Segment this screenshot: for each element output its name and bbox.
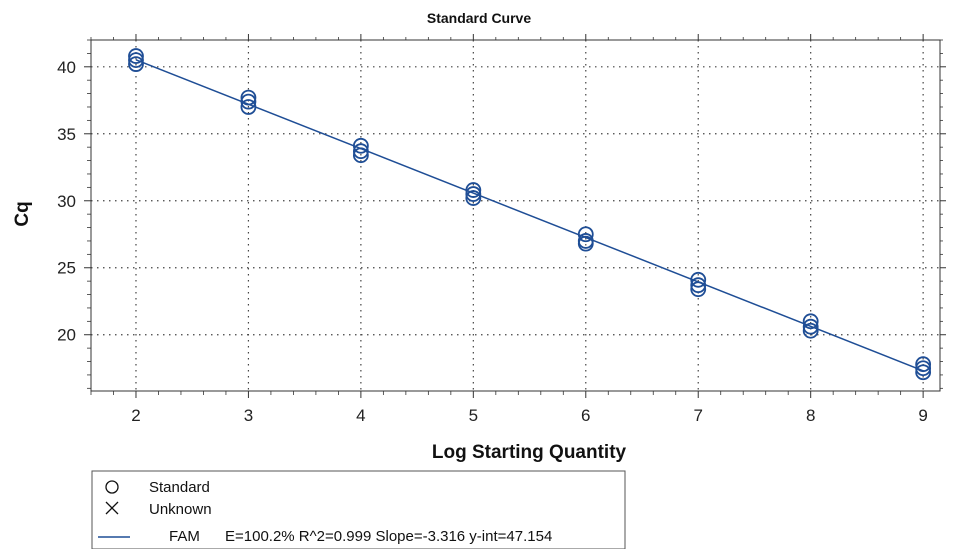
x-axis-title: Log Starting Quantity [432, 442, 627, 463]
x-tick-label: 7 [693, 406, 702, 425]
data-point-standard [690, 271, 707, 288]
x-tick-label: 9 [918, 406, 927, 425]
data-point-standard [465, 186, 482, 202]
x-tick-label: 4 [356, 406, 365, 425]
data-point-standard [352, 143, 369, 160]
fit-layer [135, 59, 924, 372]
data-point-standard [128, 52, 144, 68]
data-point-standard [915, 364, 932, 381]
legend-fam-label: FAM [169, 528, 200, 545]
legend-fam-stats: E=100.2% R^2=0.999 Slope=-3.316 y-int=47… [225, 528, 552, 545]
data-point-standard [352, 137, 369, 154]
legend-standard-label: Standard [149, 479, 210, 496]
plot-frame [90, 39, 941, 392]
data-point-standard [577, 226, 594, 243]
x-tick-label: 8 [806, 406, 815, 425]
data-point-standard [240, 89, 257, 106]
data-point-standard [352, 147, 369, 164]
y-tick-label: 35 [57, 125, 76, 144]
data-point-standard [240, 93, 257, 110]
points-layer [128, 48, 932, 381]
data-point-standard [690, 281, 707, 298]
data-point-standard [802, 318, 819, 335]
data-point-standard [915, 360, 932, 377]
data-point-standard [465, 190, 482, 206]
ticks-layer [84, 34, 946, 398]
y-tick-labels: 20 25 30 35 40 [57, 58, 76, 345]
x-tick-label: 5 [469, 406, 478, 425]
y-tick-label: 25 [57, 259, 76, 278]
fit-line-fam [135, 59, 924, 372]
grid-layer [91, 40, 940, 391]
y-tick-label: 30 [57, 192, 76, 211]
legend-box [91, 470, 626, 549]
legend-unknown-marker [105, 501, 119, 515]
data-point-standard [465, 182, 482, 198]
legend-standard-marker [105, 480, 119, 494]
chart-title: Standard Curve [427, 10, 531, 26]
data-point-standard [577, 235, 594, 252]
data-point-standard [690, 277, 707, 294]
y-axis-title: Cq [12, 201, 33, 226]
data-point-standard [915, 356, 932, 373]
data-point-standard [128, 48, 144, 64]
data-point-standard [240, 99, 257, 115]
y-tick-label: 20 [57, 326, 76, 345]
legend-unknown-label: Unknown [149, 501, 212, 518]
x-tick-label: 3 [244, 406, 253, 425]
x-tick-label: 2 [131, 406, 140, 425]
data-point-standard [128, 56, 144, 73]
y-tick-label: 40 [57, 58, 76, 77]
x-tick-label: 6 [581, 406, 590, 425]
x-tick-labels: 2 3 4 5 6 7 8 9 [131, 406, 928, 425]
legend: Standard Unknown FAM E=100.2% R^2=0.999 … [91, 470, 626, 549]
data-point-standard [802, 322, 819, 339]
data-point-standard [802, 313, 819, 330]
